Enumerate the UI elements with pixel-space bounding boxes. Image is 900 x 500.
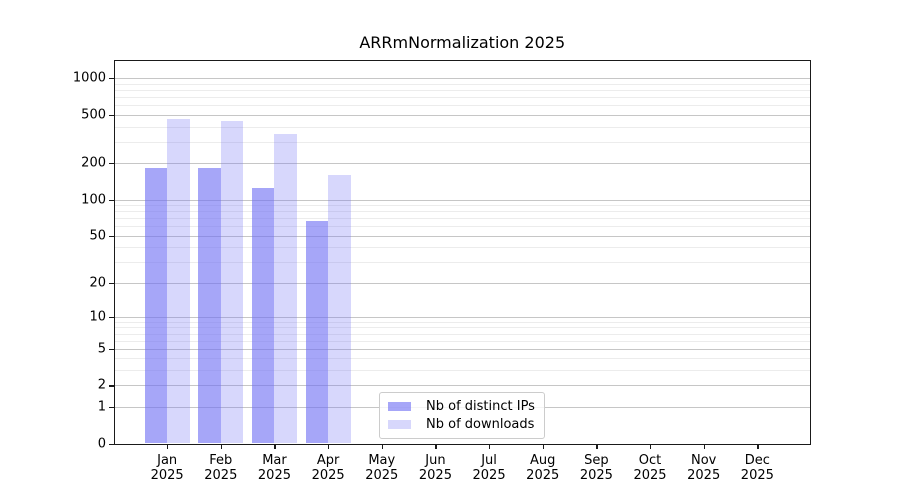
bar-mar-nb-of-distinct-ips: [251, 188, 275, 444]
legend-item: Nb of downloads: [388, 416, 536, 435]
bar-jan-nb-of-distinct-ips: [144, 168, 168, 444]
bar-feb-nb-of-downloads: [220, 120, 244, 444]
x-tick-mark-aug: [542, 444, 544, 449]
minor-gridline-8: [114, 327, 810, 329]
x-tick-label-aug: Aug 2025: [526, 452, 560, 484]
x-tick-mark-nov: [703, 444, 705, 449]
x-tick-label-apr: Apr 2025: [311, 452, 345, 484]
y-tick-mark-200: [108, 163, 114, 165]
x-tick-label-jul: Jul 2025: [472, 452, 506, 484]
x-tick-mark-jul: [489, 444, 491, 449]
legend-label-nb-of-distinct-ips: Nb of distinct IPs: [426, 398, 535, 414]
x-tick-mark-oct: [650, 444, 652, 449]
x-tick-mark-sep: [596, 444, 598, 449]
legend-swatch-nb-of-distinct-ips: [388, 401, 411, 411]
legend: Nb of distinct IPs Nb of downloads: [379, 391, 545, 439]
bar-mar-nb-of-downloads: [274, 133, 297, 444]
y-tick-label-500: 500: [81, 107, 106, 123]
y-tick-mark-20: [108, 282, 114, 284]
y-tick-label-1: 1: [97, 399, 106, 415]
minor-gridline-9: [114, 321, 810, 323]
plot-area: Nb of distinct IPs Nb of downloads: [113, 59, 811, 445]
minor-gridline-800: [114, 90, 810, 92]
x-tick-mark-feb: [220, 444, 222, 449]
y-tick-label-5: 5: [97, 341, 106, 357]
x-tick-label-mar: Mar 2025: [257, 452, 291, 484]
x-tick-label-oct: Oct 2025: [633, 452, 667, 484]
x-tick-label-feb: Feb 2025: [204, 452, 238, 484]
x-tick-mark-jun: [435, 444, 437, 449]
x-tick-label-jun: Jun 2025: [418, 452, 452, 484]
bar-feb-nb-of-distinct-ips: [198, 167, 221, 444]
y-tick-label-50: 50: [89, 228, 106, 244]
x-tick-mark-mar: [274, 444, 276, 449]
legend-swatch-nb-of-downloads: [388, 420, 411, 430]
gridline-5: [114, 348, 810, 350]
x-tick-label-dec: Dec 2025: [740, 452, 774, 484]
y-tick-label-2: 2: [97, 377, 106, 393]
y-tick-mark-2: [108, 385, 114, 387]
minor-gridline-70: [114, 218, 810, 220]
minor-gridline-80: [114, 211, 810, 213]
y-tick-mark-50: [108, 235, 114, 237]
y-tick-mark-0: [108, 443, 114, 445]
minor-gridline-300: [114, 141, 810, 143]
minor-gridline-7: [114, 333, 810, 335]
minor-gridline-3: [114, 370, 810, 372]
x-tick-mark-apr: [328, 444, 330, 449]
gridline-50: [114, 235, 810, 237]
x-tick-label-jan: Jan 2025: [150, 452, 184, 484]
y-tick-mark-1000: [108, 78, 114, 80]
minor-gridline-6: [114, 340, 810, 342]
legend-label-nb-of-downloads: Nb of downloads: [426, 417, 535, 433]
y-tick-mark-5: [108, 348, 114, 350]
bar-jan-nb-of-downloads: [167, 119, 190, 444]
bar-apr-nb-of-downloads: [328, 174, 351, 444]
minor-gridline-40: [114, 247, 810, 249]
minor-gridline-900: [114, 83, 810, 85]
gridline-500: [114, 114, 810, 116]
gridline-1000: [114, 78, 810, 80]
minor-gridline-90: [114, 205, 810, 207]
y-tick-mark-500: [108, 114, 114, 117]
legend-item: Nb of distinct IPs: [388, 397, 536, 416]
y-tick-mark-1: [108, 406, 114, 409]
gridline-100: [114, 199, 810, 201]
x-tick-mark-dec: [757, 444, 759, 449]
y-tick-mark-10: [108, 316, 114, 318]
minor-gridline-4: [114, 358, 810, 360]
y-tick-label-10: 10: [89, 309, 106, 325]
y-tick-label-100: 100: [81, 192, 106, 208]
y-tick-label-20: 20: [89, 275, 106, 291]
gridline-20: [114, 282, 810, 284]
y-tick-mark-100: [108, 199, 114, 201]
bar-apr-nb-of-distinct-ips: [305, 221, 329, 444]
y-tick-label-200: 200: [81, 155, 106, 171]
chart-title: ARRmNormalization 2025: [359, 33, 566, 52]
x-tick-label-sep: Sep 2025: [579, 452, 613, 484]
x-tick-mark-may: [381, 444, 383, 449]
minor-gridline-600: [114, 105, 810, 107]
minor-gridline-60: [114, 226, 810, 228]
x-tick-mark-jan: [167, 444, 169, 449]
minor-gridline-700: [114, 97, 810, 99]
gridline-200: [114, 163, 810, 165]
gridline-2: [114, 385, 810, 387]
minor-gridline-400: [114, 126, 810, 128]
x-tick-label-nov: Nov 2025: [687, 452, 721, 484]
gridline-10: [114, 316, 810, 318]
x-tick-label-may: May 2025: [365, 452, 399, 484]
minor-gridline-30: [114, 261, 810, 263]
y-tick-label-0: 0: [97, 436, 106, 451]
y-tick-label-1000: 1000: [72, 70, 106, 86]
